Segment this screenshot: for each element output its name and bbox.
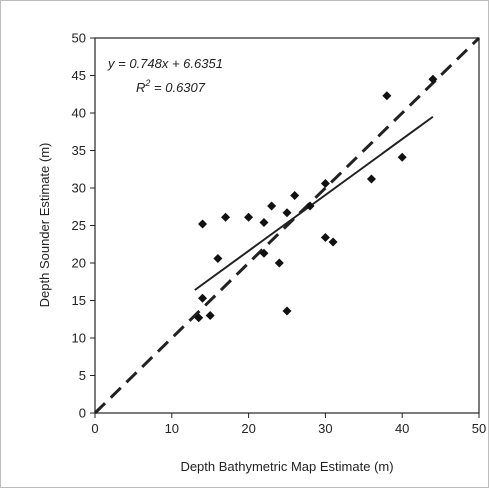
one-to-one-line [93,36,481,415]
y-tick-label: 25 [72,218,86,233]
x-tick-label: 10 [165,421,179,436]
data-point [198,293,208,303]
y-tick-label: 0 [79,406,86,421]
data-point [244,212,254,222]
y-tick-label: 40 [72,106,86,121]
y-tick-label: 5 [79,368,86,383]
r-squared-exponent: 2 [144,78,150,88]
y-tick-label: 45 [72,68,86,83]
data-point [205,311,215,320]
x-tick-label: 20 [241,421,255,436]
x-axis: 0 10 20 30 40 50 [91,413,486,436]
y-tick-label: 35 [72,143,86,158]
data-point [320,233,330,242]
data-points [194,74,438,323]
data-point [267,201,277,211]
data-point [198,219,208,229]
y-axis-label: Depth Sounder Estimate (m) [37,143,52,308]
data-point [274,258,284,268]
data-point [428,74,438,84]
data-point [259,248,269,258]
equation-annotation: y = 0.748x + 6.6351 [107,56,223,71]
data-point [221,212,231,222]
data-point [382,91,392,101]
data-point [290,191,300,200]
fit-lines [93,36,481,415]
y-tick-label: 15 [72,293,86,308]
data-point [194,313,204,323]
r-squared-symbol: R [136,80,145,95]
x-tick-label: 0 [91,421,98,436]
y-tick-label: 20 [72,256,86,271]
y-tick-label: 50 [72,31,86,46]
data-point [320,179,330,188]
x-tick-label: 30 [318,421,332,436]
y-tick-label: 10 [72,331,86,346]
x-tick-label: 50 [472,421,486,436]
r-squared-annotation: R2 = 0.6307 [136,78,206,95]
data-point [397,152,407,162]
data-point [213,254,223,263]
data-point [366,174,376,184]
data-point [305,201,315,211]
x-tick-label: 40 [395,421,409,436]
y-axis: 0 5 10 15 20 25 30 35 40 45 50 [72,31,95,421]
r-squared-value: = 0.6307 [150,80,205,95]
data-point [282,208,292,218]
data-point [282,306,292,316]
y-tick-label: 30 [72,181,86,196]
regression-line [194,115,434,291]
data-point [328,237,338,247]
data-point [259,218,269,227]
x-axis-label: Depth Bathymetric Map Estimate (m) [180,459,393,474]
